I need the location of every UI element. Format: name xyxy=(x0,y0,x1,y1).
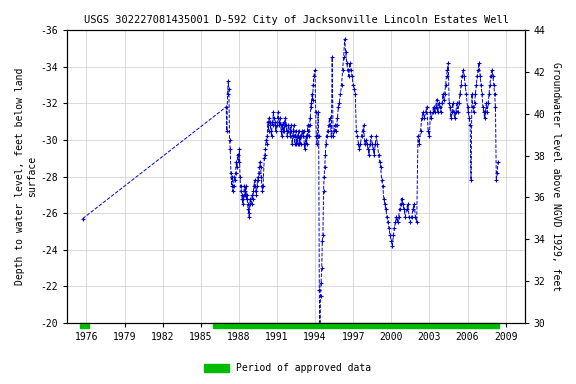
Y-axis label: Groundwater level above NGVD 1929, feet: Groundwater level above NGVD 1929, feet xyxy=(551,62,561,291)
Bar xyxy=(214,323,499,328)
Title: USGS 302227081435001 D-592 City of Jacksonville Lincoln Estates Well: USGS 302227081435001 D-592 City of Jacks… xyxy=(84,15,509,25)
Bar xyxy=(80,323,89,328)
Y-axis label: Depth to water level, feet below land
surface: Depth to water level, feet below land su… xyxy=(15,68,37,285)
Legend: Period of approved data: Period of approved data xyxy=(200,359,376,377)
